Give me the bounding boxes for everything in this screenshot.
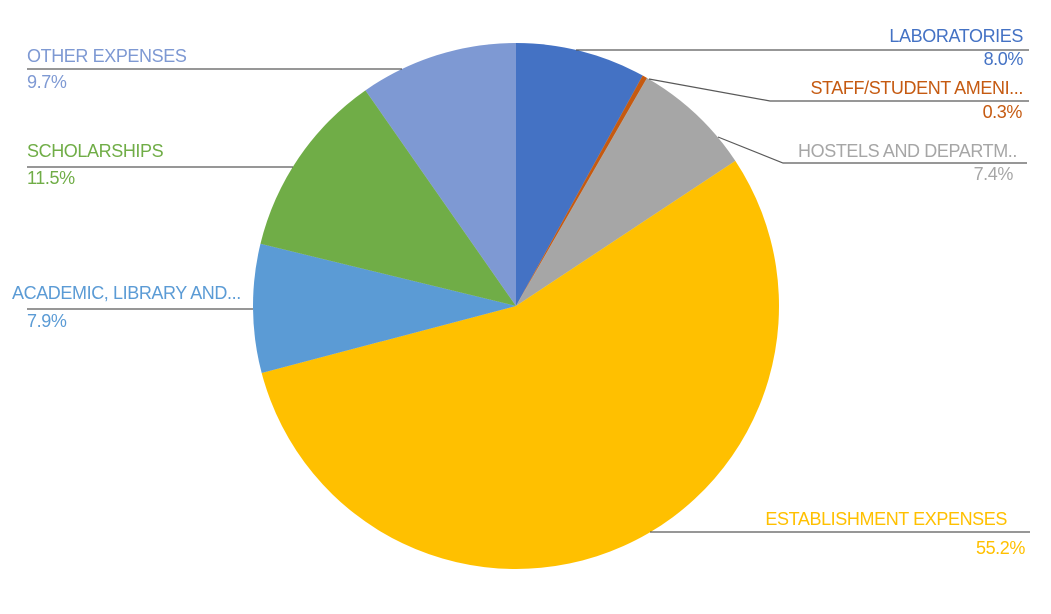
pie-slice-establishment-expenses[interactable] — [261, 160, 780, 570]
pct-laboratories: 8.0% — [983, 49, 1024, 69]
pie-slice-staff-student-amenities[interactable] — [516, 75, 648, 306]
pie-slice-academic-library[interactable] — [253, 243, 516, 373]
pct-other-expenses: 9.7% — [27, 72, 67, 92]
pie-slice-laboratories[interactable] — [516, 43, 643, 306]
pie-slice-scholarships[interactable] — [260, 90, 516, 306]
pct-academic-library: 7.9% — [27, 311, 67, 331]
leader-line-hostels-departments — [717, 136, 1027, 164]
pie-slice-other-expenses[interactable] — [365, 43, 516, 306]
label-academic-library: ACADEMIC, LIBRARY AND... — [12, 283, 241, 303]
leader-lines — [27, 49, 1030, 533]
label-hostels-departments: HOSTELS AND DEPARTM.. — [798, 141, 1017, 161]
label-establishment-expenses: ESTABLISHMENT EXPENSES — [765, 509, 1007, 529]
leader-line-staff-student-amenities — [648, 78, 1029, 102]
label-staff-student-amenities: STAFF/STUDENT AMENI... — [810, 78, 1023, 98]
pie-slice-hostels-departments[interactable] — [516, 77, 736, 307]
pct-hostels-departments: 7.4% — [973, 164, 1014, 184]
pct-scholarships: 11.5% — [27, 168, 75, 188]
pie-slices — [253, 43, 780, 570]
label-other-expenses: OTHER EXPENSES — [27, 46, 187, 66]
label-scholarships: SCHOLARSHIPS — [27, 141, 164, 161]
pct-staff-student-amenities: 0.3% — [982, 102, 1023, 122]
label-laboratories: LABORATORIES — [889, 26, 1023, 46]
pct-establishment-expenses: 55.2% — [975, 538, 1025, 558]
